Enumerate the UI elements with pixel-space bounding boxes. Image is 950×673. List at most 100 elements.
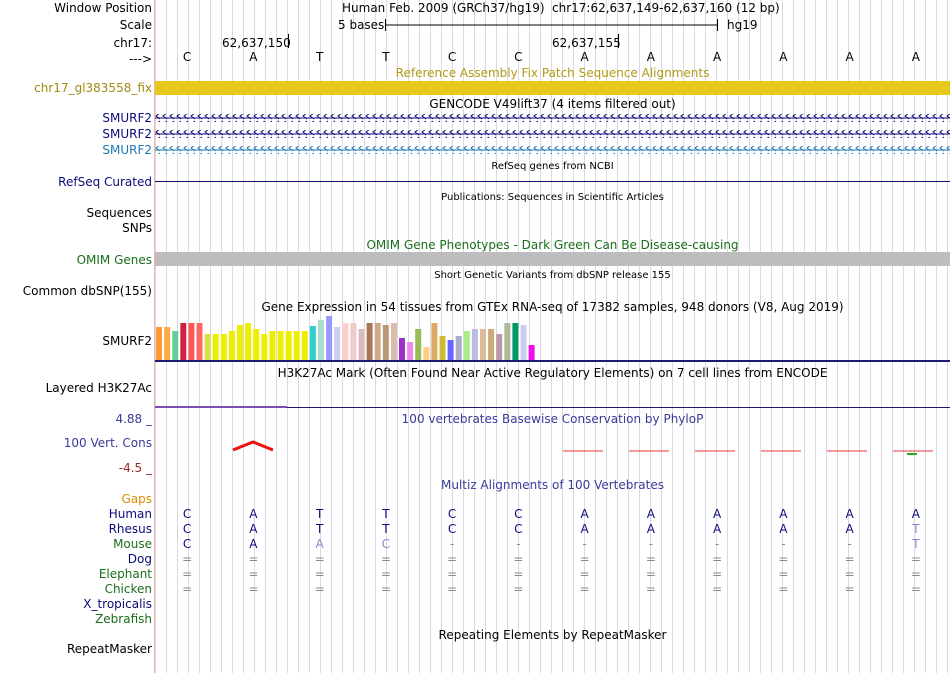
gtex-tissue-bar[interactable] xyxy=(471,329,478,360)
species-label-zebrafish[interactable]: Zebrafish xyxy=(95,612,152,626)
gtex-tissue-bar[interactable] xyxy=(301,331,308,360)
gencode-item-label-2[interactable]: SMURF2 xyxy=(102,127,152,141)
gtex-tissue-bar[interactable] xyxy=(496,334,503,360)
gencode-item-label-1[interactable]: SMURF2 xyxy=(102,111,152,125)
window-position-label: Window Position xyxy=(54,1,152,15)
repeatmasker-label[interactable]: RepeatMasker xyxy=(66,642,152,656)
alignment-base: A xyxy=(713,522,722,536)
phylop-signal[interactable] xyxy=(155,430,950,460)
gtex-tissue-bar[interactable] xyxy=(285,331,292,360)
gencode-transcripts[interactable] xyxy=(155,112,950,156)
gtex-tissue-bar[interactable] xyxy=(228,331,235,360)
grid-line xyxy=(892,0,893,673)
gtex-tissue-bar[interactable] xyxy=(245,323,252,360)
alignment-base: = xyxy=(314,582,325,596)
gaps-label[interactable]: Gaps xyxy=(121,492,152,506)
gtex-tissue-bar[interactable] xyxy=(439,336,446,360)
grid-line xyxy=(749,0,750,673)
gtex-title: Gene Expression in 54 tissues from GTEx … xyxy=(261,300,844,314)
gtex-tissue-bar[interactable] xyxy=(180,323,187,360)
h3k27ac-signal[interactable] xyxy=(155,406,287,408)
gtex-tissue-bar[interactable] xyxy=(326,316,333,360)
gtex-tissue-bar[interactable] xyxy=(164,327,171,360)
species-label-dog[interactable]: Dog xyxy=(127,552,152,566)
alignment-base: T xyxy=(382,507,390,521)
grid-line xyxy=(793,0,794,673)
gtex-bar-chart[interactable] xyxy=(155,314,555,360)
phylop-label[interactable]: 100 Vert. Cons xyxy=(63,436,152,450)
omim-label[interactable]: OMIM Genes xyxy=(76,253,152,267)
gencode-item-label-3[interactable]: SMURF2 xyxy=(102,143,152,157)
snps-label[interactable]: SNPs xyxy=(122,221,152,235)
species-label-human[interactable]: Human xyxy=(108,507,152,521)
gtex-tissue-bar[interactable] xyxy=(447,340,454,360)
assembly-text: Human Feb. 2009 (GRCh37/hg19) xyxy=(342,1,545,15)
gtex-tissue-bar[interactable] xyxy=(156,327,162,360)
gtex-tissue-bar[interactable] xyxy=(196,323,203,360)
gtex-tissue-bar[interactable] xyxy=(366,323,373,360)
gtex-tissue-bar[interactable] xyxy=(212,334,219,360)
sequences-label[interactable]: Sequences xyxy=(86,206,152,220)
gtex-tissue-bar[interactable] xyxy=(415,329,422,360)
gtex-tissue-bar[interactable] xyxy=(253,329,260,360)
gtex-tissue-bar[interactable] xyxy=(455,336,462,360)
species-label-rhesus[interactable]: Rhesus xyxy=(108,522,152,536)
gtex-label[interactable]: SMURF2 xyxy=(102,334,152,348)
gtex-tissue-bar[interactable] xyxy=(423,347,430,360)
gtex-tissue-bar[interactable] xyxy=(463,331,470,360)
species-label-elephant[interactable]: Elephant xyxy=(98,567,152,581)
gtex-tissue-bar[interactable] xyxy=(512,323,519,360)
species-label-chicken[interactable]: Chicken xyxy=(104,582,152,596)
gtex-tissue-bar[interactable] xyxy=(261,334,268,360)
grid-line xyxy=(804,0,805,673)
gtex-tissue-bar[interactable] xyxy=(374,323,381,360)
gencode-transcript-2[interactable] xyxy=(155,130,950,138)
alignment-base: = xyxy=(579,567,590,581)
alignment-base: A xyxy=(249,507,258,521)
gtex-tissue-bar[interactable] xyxy=(504,323,511,360)
alignment-base: - xyxy=(582,537,587,551)
fix-patch-label[interactable]: chr17_gl383558_fix xyxy=(34,81,152,95)
gtex-tissue-bar[interactable] xyxy=(188,323,195,360)
dbsnp-label[interactable]: Common dbSNP(155) xyxy=(22,284,152,298)
gtex-tissue-bar[interactable] xyxy=(528,345,535,360)
gtex-tissue-bar[interactable] xyxy=(318,320,324,360)
species-label-mouse[interactable]: Mouse xyxy=(113,537,152,551)
gtex-tissue-bar[interactable] xyxy=(293,331,300,360)
fix-patch-bar[interactable] xyxy=(155,81,950,95)
gtex-tissue-bar[interactable] xyxy=(309,326,316,360)
gtex-tissue-bar[interactable] xyxy=(342,323,349,360)
gtex-tissue-bar[interactable] xyxy=(520,325,527,360)
gtex-tissue-bar[interactable] xyxy=(172,331,179,360)
gtex-tissue-bar[interactable] xyxy=(390,323,397,360)
h3k27ac-label[interactable]: Layered H3K27Ac xyxy=(45,381,152,395)
gtex-tissue-bar[interactable] xyxy=(204,334,211,360)
grid-line xyxy=(936,0,937,673)
gencode-transcript-3[interactable] xyxy=(155,146,950,154)
ruler-base: A xyxy=(249,50,258,64)
gtex-tissue-bar[interactable] xyxy=(488,329,495,360)
gtex-tissue-bar[interactable] xyxy=(399,338,405,360)
gtex-tissue-bar[interactable] xyxy=(334,327,341,360)
species-label-x-tropicalis[interactable]: X_tropicalis xyxy=(83,597,152,611)
gtex-tissue-bar[interactable] xyxy=(269,331,276,360)
gtex-tissue-bar[interactable] xyxy=(277,331,284,360)
refseq-label[interactable]: RefSeq Curated xyxy=(58,175,152,189)
grid-line xyxy=(408,0,409,673)
gtex-tissue-bar[interactable] xyxy=(480,329,486,360)
alignment-base: = xyxy=(778,582,789,596)
gtex-tissue-bar[interactable] xyxy=(350,323,357,360)
gtex-tissue-bar[interactable] xyxy=(431,323,438,360)
repeatmasker-title: Repeating Elements by RepeatMasker xyxy=(438,628,667,642)
alignment-base: = xyxy=(910,567,921,581)
gtex-tissue-bar[interactable] xyxy=(382,325,389,360)
omim-bar[interactable] xyxy=(155,252,950,266)
gtex-tissue-bar[interactable] xyxy=(220,334,227,360)
phylop-title: 100 vertebrates Basewise Conservation by… xyxy=(401,412,704,426)
gtex-tissue-bar[interactable] xyxy=(358,329,365,360)
refseq-line[interactable] xyxy=(155,181,950,182)
grid-line xyxy=(650,0,651,673)
gencode-transcript-1[interactable] xyxy=(155,114,950,122)
gtex-tissue-bar[interactable] xyxy=(237,325,243,360)
gtex-tissue-bar[interactable] xyxy=(407,342,414,360)
